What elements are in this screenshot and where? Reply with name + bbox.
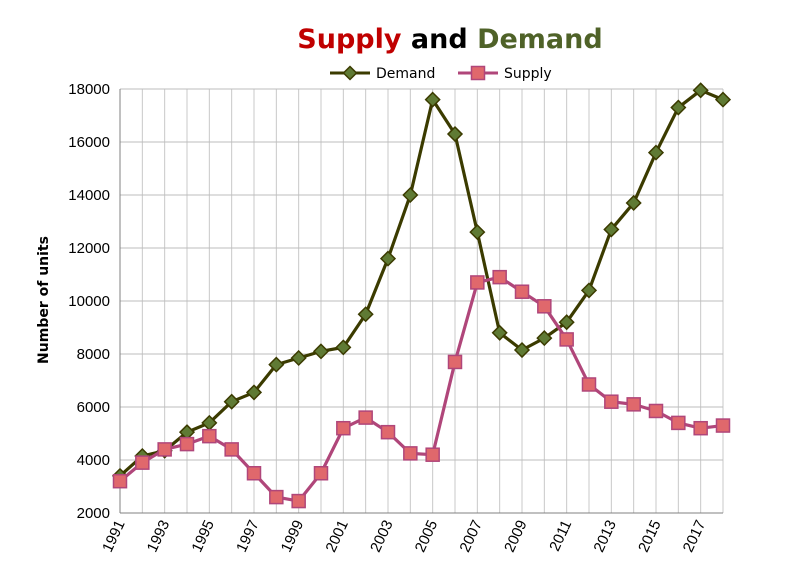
y-tick-label: 16000 bbox=[68, 134, 110, 151]
supply-point bbox=[693, 420, 708, 436]
demand-point bbox=[558, 314, 575, 331]
chart-title: Supply and Demand bbox=[297, 24, 602, 55]
supply-point bbox=[671, 415, 686, 431]
demand-point bbox=[647, 144, 665, 161]
title-demand: Demand bbox=[477, 24, 603, 55]
y-tick-labels: 2000 4000 6000 8000 10000 12000 14000 16000 1800… bbox=[68, 81, 110, 522]
legend-supply-marker bbox=[470, 65, 486, 81]
supply-point bbox=[269, 489, 284, 505]
supply-point bbox=[514, 284, 530, 299]
demand-point bbox=[402, 186, 419, 204]
demand-point bbox=[491, 324, 508, 341]
series-supply bbox=[112, 269, 731, 509]
demand-point bbox=[335, 339, 352, 356]
legend: Demand Supply bbox=[330, 65, 552, 82]
y-tick-label: 4000 bbox=[77, 452, 110, 469]
demand-point bbox=[268, 356, 285, 373]
supply-point bbox=[447, 354, 463, 370]
supply-point bbox=[425, 447, 440, 462]
y-tick-label: 2000 bbox=[77, 505, 110, 522]
supply-point bbox=[202, 428, 217, 444]
title-and: and bbox=[401, 24, 477, 55]
supply-point bbox=[291, 493, 306, 509]
y-tick-label: 8000 bbox=[77, 346, 110, 363]
demand-point bbox=[469, 224, 486, 241]
supply-point bbox=[648, 403, 664, 419]
series-demand bbox=[111, 82, 732, 484]
axes bbox=[119, 89, 723, 514]
supply-point bbox=[336, 420, 351, 436]
supply-point bbox=[403, 446, 418, 461]
demand-point bbox=[245, 384, 263, 401]
y-tick-label: 12000 bbox=[68, 240, 110, 257]
supply-point bbox=[492, 269, 507, 285]
demand-point bbox=[513, 341, 531, 359]
title-supply: Supply bbox=[297, 24, 402, 55]
supply-point bbox=[157, 442, 172, 457]
demand-point bbox=[536, 330, 553, 347]
y-tick-label: 14000 bbox=[68, 187, 110, 204]
supply-point bbox=[112, 473, 128, 489]
legend-demand-marker bbox=[342, 65, 358, 81]
supply-point bbox=[358, 410, 373, 425]
demand-point bbox=[379, 250, 397, 267]
legend-supply-label: Supply bbox=[504, 66, 552, 82]
demand-point bbox=[357, 306, 374, 323]
y-axis-title: Number of units bbox=[36, 236, 52, 364]
supply-line bbox=[118, 275, 724, 503]
demand-point bbox=[580, 282, 598, 299]
supply-point bbox=[135, 455, 150, 470]
y-tick-label: 6000 bbox=[77, 399, 110, 416]
grid bbox=[119, 88, 724, 514]
supply-point bbox=[380, 424, 396, 440]
supply-point bbox=[559, 332, 574, 347]
demand-point bbox=[223, 393, 240, 410]
supply-point bbox=[313, 466, 329, 481]
demand-point bbox=[290, 349, 307, 367]
supply-point bbox=[179, 436, 195, 452]
supply-point bbox=[470, 275, 485, 290]
series-layer bbox=[111, 82, 732, 509]
supply-point bbox=[246, 466, 262, 481]
demand-point bbox=[692, 82, 709, 99]
supply-point bbox=[715, 418, 731, 433]
supply-point bbox=[224, 442, 239, 457]
supply-point bbox=[604, 394, 619, 409]
supply-point bbox=[626, 397, 641, 412]
demand-point bbox=[312, 343, 330, 360]
supply-point bbox=[537, 299, 552, 314]
legend-demand-label: Demand bbox=[376, 66, 435, 82]
demand-point bbox=[446, 125, 464, 143]
demand-point bbox=[714, 91, 732, 108]
demand-line bbox=[118, 88, 724, 478]
demand-point bbox=[670, 99, 687, 116]
supply-point bbox=[581, 377, 597, 392]
demand-point bbox=[424, 91, 441, 108]
demand-point bbox=[625, 194, 642, 212]
y-tick-label: 18000 bbox=[68, 81, 110, 98]
y-tick-label: 10000 bbox=[68, 293, 110, 310]
demand-point bbox=[603, 221, 620, 238]
